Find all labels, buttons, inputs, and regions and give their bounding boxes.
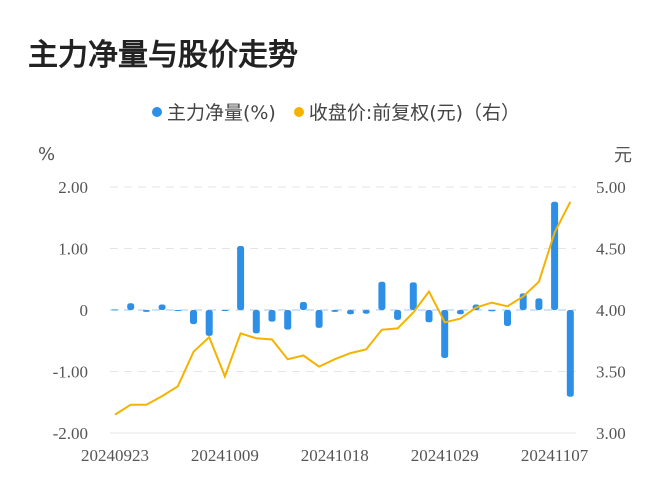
right-axis-tick-label: 4.00 [596, 301, 626, 320]
bar-net-flow[interactable] [315, 310, 323, 328]
left-axis-tick-label: -2.00 [53, 424, 88, 443]
bar-net-flow[interactable] [535, 298, 543, 310]
gridlines [110, 186, 576, 434]
bar-net-flow[interactable] [237, 246, 245, 310]
bar-net-flow[interactable] [456, 310, 464, 315]
legend-label-net-flow: 主力净量(%) [166, 102, 276, 124]
bar-net-flow[interactable] [190, 310, 197, 325]
legend-dot-amber-icon [293, 106, 304, 117]
x-axis-tick-label: 20240923 [81, 446, 149, 465]
legend-item-net-flow[interactable]: 主力净量(%) [151, 98, 276, 125]
bar-net-flow[interactable] [158, 304, 166, 310]
right-axis-tick-label: 5.00 [596, 178, 626, 197]
bar-series-net-flow [111, 201, 574, 397]
axes: 2.00 1.00 0 -1.00 -2.00 5.00 4.50 4.00 3.50 3.00%… [38, 144, 632, 465]
x-axis-tick-label: 20241009 [191, 446, 259, 465]
x-axis-tick-label: 20241018 [301, 446, 369, 465]
bar-net-flow[interactable] [284, 310, 292, 330]
bar-net-flow[interactable] [299, 302, 307, 310]
bar-net-flow[interactable] [331, 310, 339, 312]
bar-net-flow[interactable] [111, 309, 119, 311]
line-series-close-price [114, 201, 572, 416]
right-axis-unit: 元 [614, 145, 632, 166]
bar-net-flow[interactable] [174, 310, 182, 311]
bar-net-flow[interactable] [409, 282, 417, 310]
bar-net-flow[interactable] [425, 310, 433, 323]
left-axis-unit: % [38, 144, 55, 165]
left-axis-tick-label: 2.00 [58, 178, 88, 197]
bar-net-flow[interactable] [347, 310, 354, 315]
x-axis-tick-label: 20241029 [411, 446, 479, 465]
left-axis-tick-label: -1.00 [53, 363, 88, 382]
legend-item-close-price[interactable]: 收盘价:前复权(元)（右） [293, 98, 521, 125]
legend-label-close-price: 收盘价:前复权(元)（右） [308, 102, 521, 124]
right-axis-tick-label: 4.50 [596, 240, 626, 259]
bar-net-flow[interactable] [551, 201, 559, 310]
bar-net-flow[interactable] [127, 303, 135, 310]
bar-net-flow[interactable] [488, 310, 496, 312]
left-axis-tick-label: 1.00 [58, 240, 88, 259]
chart-title: 主力净量与股价走势 [28, 38, 298, 73]
bar-net-flow[interactable] [221, 310, 229, 311]
bar-net-flow[interactable] [142, 310, 150, 312]
x-axis-tick-label: 20241107 [521, 446, 589, 465]
right-axis-tick-label: 3.00 [596, 424, 626, 443]
left-axis-tick-label: 0 [80, 301, 89, 320]
close-price-line[interactable] [114, 201, 572, 416]
right-axis-tick-label: 3.50 [596, 363, 626, 382]
bar-net-flow[interactable] [566, 310, 574, 397]
bar-net-flow[interactable] [378, 281, 386, 310]
bar-net-flow[interactable] [394, 310, 402, 320]
bar-net-flow[interactable] [205, 310, 213, 336]
legend-dot-blue-icon [151, 106, 162, 117]
bar-net-flow[interactable] [268, 310, 276, 322]
legend: 主力净量(%) 收盘价:前复权(元)（右） [0, 98, 672, 125]
bar-net-flow[interactable] [362, 310, 370, 314]
bar-net-flow[interactable] [252, 310, 260, 334]
bar-net-flow[interactable] [504, 310, 511, 326]
